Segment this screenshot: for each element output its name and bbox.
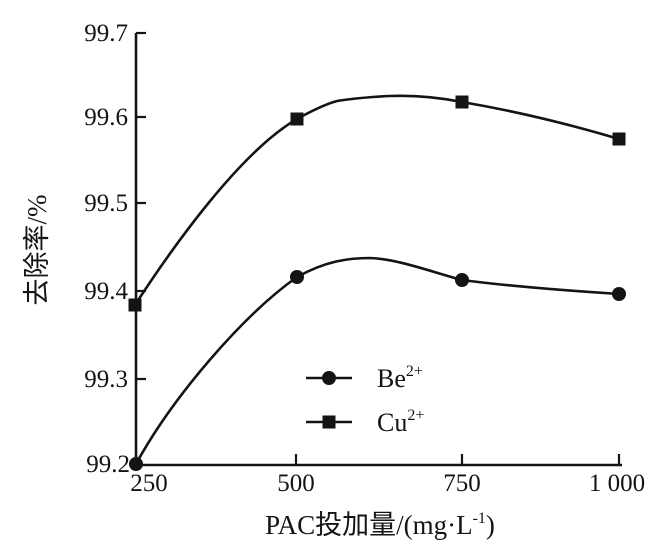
x-axis-title-close: )	[486, 510, 495, 540]
y-tick-label: 99.2	[86, 451, 130, 478]
cu-legend-label-superscript: 2+	[407, 407, 424, 424]
legend: Be2+ Cu2+	[306, 363, 424, 437]
cu-legend-square-icon	[322, 415, 336, 429]
x-axis-title-superscript: -1	[473, 510, 486, 527]
be-marker-1000	[612, 287, 626, 301]
cu-series-markers	[128, 95, 626, 312]
x-tick-label: 250	[130, 470, 168, 497]
cu-marker-750	[455, 95, 469, 109]
cu-series-line	[133, 94, 620, 306]
be-legend-label-superscript: 2+	[406, 363, 423, 380]
be-series-markers	[129, 270, 626, 471]
cu-marker-250	[128, 298, 142, 312]
x-axis-tick-labels: 250 500 750 1 000	[130, 470, 645, 497]
be-legend-circle-icon	[322, 371, 336, 385]
legend-item-be: Be2+	[306, 363, 423, 393]
cu-legend-label-main: Cu	[377, 408, 407, 437]
be-marker-500	[290, 270, 304, 284]
cu-marker-500	[290, 112, 304, 126]
x-axis-ticks	[294, 454, 621, 465]
x-axis-title: PAC投加量/(mg·L-1)	[265, 510, 495, 540]
x-tick-label: 1 000	[589, 470, 645, 497]
y-axis-tick-labels: 99.7 99.6 99.5 99.4 99.3 99.2	[84, 20, 130, 478]
y-tick-label: 99.6	[84, 104, 128, 131]
y-tick-label: 99.4	[84, 278, 128, 305]
be-legend-label: Be2+	[377, 363, 423, 393]
y-tick-label: 99.5	[84, 190, 128, 217]
y-tick-label: 99.3	[84, 366, 128, 393]
y-axis-title: 去除率/%	[22, 195, 52, 306]
be-marker-750	[455, 273, 469, 287]
y-axis-ticks	[136, 31, 146, 381]
cu-legend-label: Cu2+	[377, 407, 424, 437]
x-axis-title-main: PAC投加量/(mg·L	[265, 510, 473, 540]
x-tick-label: 500	[277, 470, 315, 497]
be-series-line	[134, 256, 620, 465]
be-marker-250	[129, 457, 143, 471]
y-tick-label: 99.7	[84, 20, 128, 47]
cu-marker-1000	[612, 132, 626, 146]
legend-item-cu: Cu2+	[306, 407, 424, 437]
x-tick-label: 750	[443, 470, 481, 497]
be-legend-label-main: Be	[377, 364, 406, 393]
